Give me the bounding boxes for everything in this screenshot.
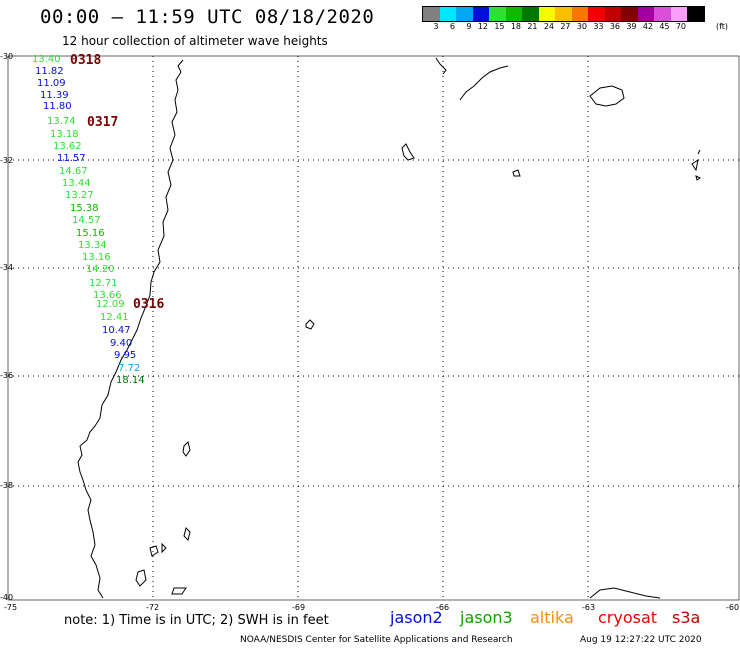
wave-height-label: 13.18 bbox=[50, 129, 79, 140]
lat-label-38: -38 bbox=[0, 481, 14, 490]
color-swatch bbox=[522, 7, 539, 21]
lat-label-34: -34 bbox=[0, 263, 14, 272]
color-swatch bbox=[588, 7, 605, 21]
lon-label-72: -72 bbox=[146, 603, 160, 612]
wave-height-label: 11.57 bbox=[57, 153, 86, 164]
wave-height-label: 11.09 bbox=[37, 78, 66, 89]
patagonia-coast bbox=[589, 587, 661, 599]
legend-altika: altika bbox=[530, 608, 574, 627]
color-swatch bbox=[687, 7, 704, 21]
color-swatch bbox=[538, 7, 555, 21]
wave-height-label: 11.80 bbox=[43, 101, 72, 112]
legend-cryosat: cryosat bbox=[598, 608, 658, 627]
wave-height-label: 15.38 bbox=[70, 203, 99, 214]
color-swatch bbox=[505, 7, 522, 21]
color-scale-tick: 30 bbox=[576, 22, 587, 31]
legend-jason2: jason2 bbox=[390, 608, 443, 627]
color-swatch bbox=[439, 7, 456, 21]
wave-height-label: 12.09 bbox=[96, 299, 125, 310]
color-scale-tick: 9 bbox=[466, 22, 472, 31]
color-scale-tick: 6 bbox=[449, 22, 455, 31]
island-chiloe-area bbox=[135, 441, 191, 595]
wave-height-label: 14.57 bbox=[72, 215, 101, 226]
color-scale-tick: 15 bbox=[494, 22, 505, 31]
wave-height-label: 12.41 bbox=[100, 312, 129, 323]
color-scale-tick: 39 bbox=[626, 22, 637, 31]
color-swatch bbox=[654, 7, 671, 21]
footer-credit: NOAA/NESDIS Center for Satellite Applica… bbox=[240, 635, 513, 645]
color-swatch bbox=[621, 7, 638, 21]
map-title: 00:00 – 11:59 UTC 08/18/2020 bbox=[40, 6, 375, 28]
color-scale-tick: 18 bbox=[510, 22, 521, 31]
wave-height-label: 18.14 bbox=[116, 375, 145, 386]
island-robinson-crusoe bbox=[305, 319, 315, 330]
cycle-label-0316: 0316 bbox=[133, 297, 165, 312]
color-swatch bbox=[604, 7, 621, 21]
color-swatch bbox=[489, 7, 506, 21]
lon-label-75: -75 bbox=[4, 603, 18, 612]
color-scale-bar bbox=[422, 6, 705, 22]
wave-height-label: 11.39 bbox=[40, 90, 69, 101]
rio-de-la-plata-coast bbox=[435, 57, 509, 101]
lon-label-69: -69 bbox=[292, 603, 306, 612]
color-swatch bbox=[423, 7, 440, 21]
wave-height-label: 13.34 bbox=[78, 240, 107, 251]
color-scale-tick: 45 bbox=[659, 22, 670, 31]
wave-height-label: 13.62 bbox=[53, 141, 82, 152]
wave-height-label: 11.82 bbox=[35, 66, 64, 77]
color-scale-tick: 70 bbox=[675, 22, 686, 31]
wave-height-label: 13.27 bbox=[65, 190, 94, 201]
color-swatch bbox=[637, 7, 654, 21]
wave-height-label: 7.72 bbox=[118, 363, 141, 374]
map-frame bbox=[7, 55, 740, 601]
wave-height-label: 13.40 bbox=[32, 54, 61, 65]
lat-label-36: -36 bbox=[0, 371, 14, 380]
legend-s3a: s3a bbox=[672, 608, 701, 627]
color-scale-unit: (ft) bbox=[716, 22, 729, 31]
chile-coastline bbox=[77, 59, 184, 599]
lat-label-32: -32 bbox=[0, 156, 14, 165]
color-swatch bbox=[555, 7, 572, 21]
color-swatch bbox=[472, 7, 489, 21]
wave-height-label: 13.66 bbox=[93, 290, 122, 301]
wave-height-label: 13.16 bbox=[82, 252, 111, 263]
wave-height-label: 12.71 bbox=[89, 278, 118, 289]
lon-label-66: -66 bbox=[436, 603, 450, 612]
color-swatch bbox=[571, 7, 588, 21]
color-scale-tick: 21 bbox=[527, 22, 538, 31]
color-scale-tick: 36 bbox=[609, 22, 620, 31]
lat-label-40: -40 bbox=[0, 593, 14, 602]
wave-height-label: 14.20 bbox=[86, 264, 115, 275]
lon-label-60: -60 bbox=[726, 603, 740, 612]
lat-label-30: -30 bbox=[0, 52, 14, 61]
footnote: note: 1) Time is in UTC; 2) SWH is in fe… bbox=[64, 613, 329, 628]
lon-label-63: -63 bbox=[582, 603, 596, 612]
cycle-label-0317: 0317 bbox=[87, 115, 119, 130]
color-scale-tick: 42 bbox=[642, 22, 653, 31]
color-scale-tick: 3 bbox=[433, 22, 439, 31]
wave-height-label: 13.44 bbox=[62, 178, 91, 189]
color-swatch bbox=[456, 7, 473, 21]
wave-height-label: 14.67 bbox=[59, 166, 88, 177]
wave-height-label: 13.74 bbox=[47, 116, 76, 127]
wave-height-label: 15.16 bbox=[76, 228, 105, 239]
color-scale-tick: 33 bbox=[593, 22, 604, 31]
wave-height-label: 9.95 bbox=[114, 350, 137, 361]
color-scale-labels: 3 6 9 12 15 18 21 24 27 30 33 36 39 42 45 70 bbox=[422, 22, 686, 31]
island-small-east bbox=[401, 143, 701, 181]
color-swatch bbox=[670, 7, 687, 21]
legend-jason3: jason3 bbox=[460, 608, 513, 627]
island-patos bbox=[589, 85, 625, 107]
footer-timestamp: Aug 19 12:27:22 UTC 2020 bbox=[580, 635, 702, 645]
graticule bbox=[8, 56, 740, 600]
color-scale-tick: 24 bbox=[543, 22, 554, 31]
color-scale-tick: 27 bbox=[560, 22, 571, 31]
cycle-label-0318: 0318 bbox=[70, 53, 102, 68]
color-scale-tick: 12 bbox=[477, 22, 488, 31]
map-subtitle: 12 hour collection of altimeter wave hei… bbox=[62, 34, 328, 48]
wave-height-label: 9.40 bbox=[110, 338, 133, 349]
wave-height-label: 10.47 bbox=[102, 325, 131, 336]
